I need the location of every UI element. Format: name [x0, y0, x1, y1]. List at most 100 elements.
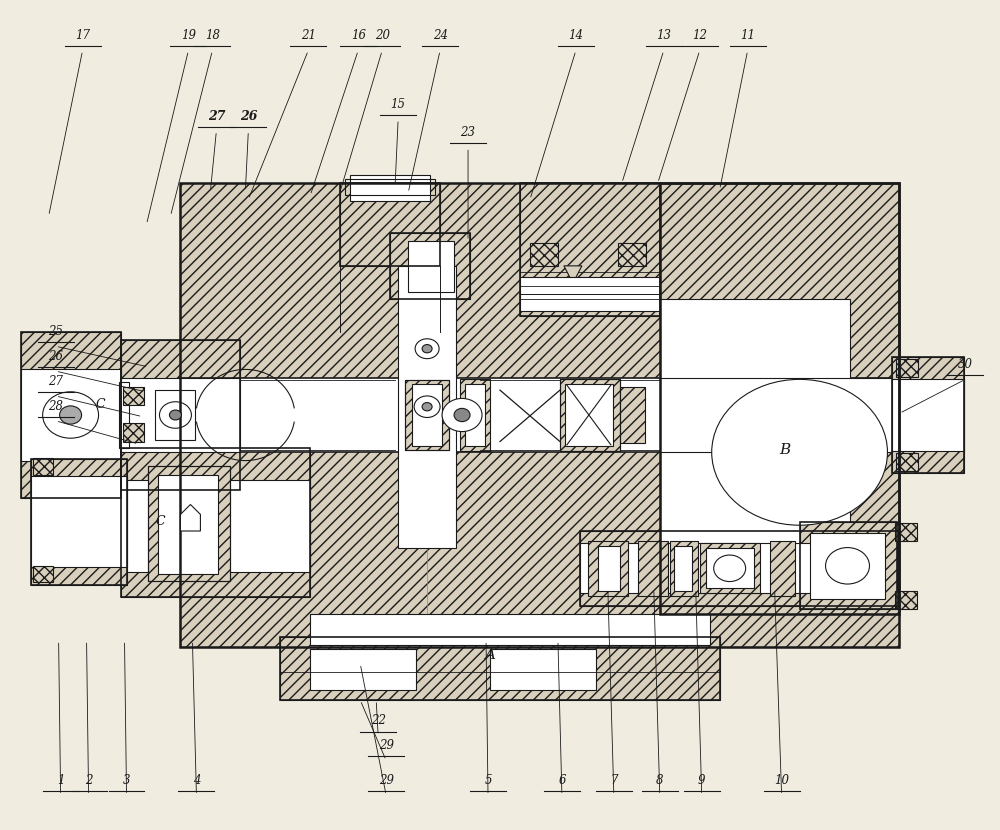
Bar	[33, 566, 53, 583]
Bar	[895, 591, 917, 609]
Circle shape	[60, 406, 82, 424]
Text: 10: 10	[774, 774, 789, 787]
Bar	[121, 448, 310, 598]
Circle shape	[43, 392, 99, 438]
Bar	[770, 541, 795, 596]
Bar	[660, 299, 850, 548]
Text: 24: 24	[433, 29, 448, 42]
Bar	[465, 383, 485, 447]
Bar	[148, 466, 230, 581]
Circle shape	[442, 398, 482, 432]
Bar	[121, 378, 240, 452]
Bar	[560, 378, 620, 452]
Bar	[121, 480, 310, 573]
Bar	[560, 378, 620, 452]
Bar	[405, 380, 449, 450]
Circle shape	[159, 402, 191, 428]
Text: 4: 4	[193, 774, 200, 787]
Bar	[580, 544, 820, 593]
Text: 14: 14	[568, 29, 583, 42]
Text: 12: 12	[692, 29, 707, 42]
Circle shape	[414, 396, 440, 417]
Bar	[33, 458, 53, 475]
Text: 25: 25	[48, 325, 63, 338]
Circle shape	[415, 339, 439, 359]
Text: 27: 27	[208, 110, 225, 123]
Bar	[31, 476, 127, 568]
Text: 5: 5	[484, 774, 492, 787]
Text: 6: 6	[558, 774, 566, 787]
Bar	[810, 533, 885, 599]
Text: 16: 16	[351, 29, 366, 42]
Bar	[706, 549, 754, 588]
Bar	[588, 541, 628, 596]
Bar	[892, 378, 964, 452]
Text: A: A	[485, 648, 496, 662]
Bar	[408, 241, 454, 292]
Bar	[123, 387, 144, 405]
Bar	[895, 523, 917, 541]
Bar	[565, 383, 613, 447]
Bar	[340, 183, 440, 266]
Bar	[121, 340, 240, 490]
Bar	[618, 242, 646, 266]
Text: 18: 18	[205, 29, 220, 42]
Bar	[31, 459, 127, 585]
Bar	[148, 466, 230, 581]
Text: 8: 8	[656, 774, 664, 787]
Bar	[390, 232, 470, 299]
Bar	[405, 380, 449, 450]
Bar	[310, 649, 416, 690]
Text: 19: 19	[181, 29, 196, 42]
Bar	[280, 637, 720, 700]
Text: 13: 13	[656, 29, 671, 42]
Bar	[123, 423, 144, 442]
Text: 28: 28	[48, 399, 63, 413]
Bar	[580, 531, 899, 606]
Bar	[21, 332, 121, 498]
Bar	[800, 522, 897, 609]
Text: 30: 30	[958, 358, 973, 371]
Bar	[700, 544, 760, 593]
Text: 2: 2	[85, 774, 92, 787]
Text: 23: 23	[461, 126, 476, 139]
Bar	[620, 387, 645, 443]
Bar	[520, 183, 660, 315]
Bar	[412, 383, 442, 447]
Bar	[390, 232, 470, 299]
Text: 3: 3	[123, 774, 130, 787]
Bar	[896, 359, 918, 377]
Bar	[800, 522, 897, 609]
Text: C: C	[156, 515, 165, 528]
Circle shape	[454, 408, 470, 422]
Bar	[670, 541, 698, 596]
Bar	[892, 357, 964, 473]
Text: 29: 29	[379, 774, 394, 787]
Bar	[31, 459, 127, 585]
Bar	[896, 453, 918, 471]
Text: 27: 27	[48, 374, 63, 388]
Bar	[280, 637, 720, 700]
Text: 17: 17	[75, 29, 90, 42]
Bar	[892, 357, 964, 473]
Text: 15: 15	[391, 98, 406, 111]
Bar	[121, 448, 310, 598]
Bar	[674, 546, 692, 591]
Text: 26: 26	[48, 349, 63, 363]
Bar	[660, 183, 899, 614]
Circle shape	[169, 410, 181, 420]
Bar	[398, 266, 456, 548]
Bar	[180, 183, 899, 647]
Text: B: B	[779, 442, 790, 457]
Bar	[21, 369, 121, 461]
Bar	[310, 614, 710, 646]
Circle shape	[422, 344, 432, 353]
Bar	[638, 541, 668, 596]
Text: 11: 11	[740, 29, 755, 42]
Bar	[520, 277, 660, 310]
Bar	[180, 378, 899, 452]
Bar	[158, 475, 218, 574]
Bar	[520, 183, 660, 315]
Bar	[121, 340, 240, 490]
Text: C: C	[96, 398, 105, 412]
